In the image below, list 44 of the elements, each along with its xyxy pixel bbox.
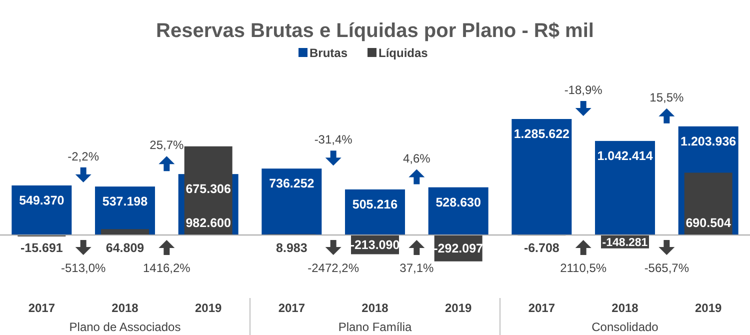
- text: -565,7%: [644, 261, 690, 275]
- annotation: -2472,2%: [308, 261, 360, 275]
- data-label: 982.600: [186, 216, 231, 230]
- data-label: 736.252: [269, 176, 314, 191]
- data-label: 675.306: [186, 182, 231, 196]
- data-label: 549.370: [19, 193, 64, 208]
- x-tick-label: 2019: [444, 301, 472, 315]
- data-label: 505.216: [352, 197, 398, 212]
- data-label: -6.708: [524, 241, 560, 255]
- x-tick-label: 2019: [194, 301, 222, 315]
- text: 15,5%: [650, 90, 684, 104]
- text: -513,0%: [60, 261, 106, 275]
- x-tick-label: 2017: [28, 301, 56, 315]
- text: -18,9%: [564, 83, 603, 97]
- x-axis-title: Plano Família: [338, 320, 412, 334]
- data-label: -15.691: [20, 241, 63, 255]
- data-label: 690.504: [686, 216, 731, 230]
- x-tick-label: 2018: [112, 301, 139, 315]
- text: 2110,5%: [560, 261, 607, 275]
- data-label: 1.203.936: [680, 134, 736, 148]
- text: -31,4%: [314, 132, 353, 147]
- data-label: 1.042.414: [597, 148, 653, 163]
- x-tick-label: 2018: [362, 301, 389, 315]
- text: 1416,2%: [142, 261, 191, 275]
- data-label: 64.809: [106, 241, 144, 255]
- x-tick-label: 2019: [694, 301, 722, 315]
- x-tick-label: 2017: [278, 301, 306, 315]
- x-tick-label: 2018: [612, 301, 639, 315]
- data-label: 1.285.622: [514, 127, 570, 141]
- data-label: 528.630: [436, 195, 481, 210]
- data-label: -148.281: [602, 237, 648, 250]
- data-label: 8.983: [276, 241, 308, 255]
- data-label: -213.090: [350, 238, 400, 252]
- x-axis-title: Plano de Associados: [69, 320, 181, 334]
- data-label: 537.198: [102, 194, 148, 209]
- annotation: -2,2%: [68, 149, 100, 164]
- annotation: 37,1%: [400, 261, 434, 275]
- legend-label: Líquidas: [378, 46, 428, 60]
- text: 4,6%: [402, 151, 431, 166]
- x-tick-label: 2017: [528, 301, 556, 315]
- annotation: 25,7%: [150, 138, 184, 152]
- text: Reservas Brutas e Líquidas por Plano - R$ mil: [156, 20, 594, 42]
- legend-label: Brutas: [310, 46, 348, 60]
- x-axis-title: Consolidado: [592, 320, 659, 334]
